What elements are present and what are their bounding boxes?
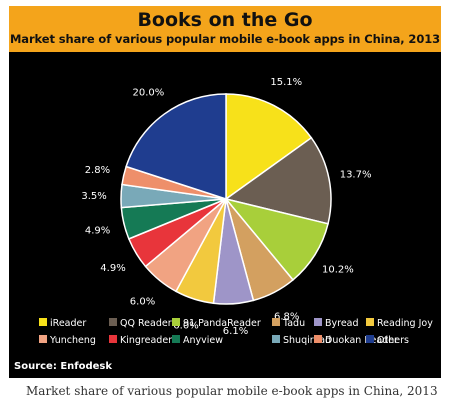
legend-item-kingreader: Kingreader	[109, 335, 172, 346]
legend-item-qq-reader: QQ Reader	[109, 318, 172, 329]
slice-label-yuncheng: 6.0%	[130, 297, 155, 308]
pie-slices	[120, 93, 332, 305]
slice-label-byread: 6.1%	[223, 326, 248, 337]
chart-header: Books on the Go Market share of various …	[9, 6, 441, 52]
pie-slice-ireader	[225, 93, 313, 201]
legend-swatch-anyview	[172, 335, 180, 343]
slice-label-anyview: 4.9%	[85, 225, 110, 236]
legend-swatch-tadu	[272, 318, 280, 326]
legend-item-tadu: Tadu	[272, 318, 305, 329]
legend-label-qq-reader: QQ Reader	[120, 318, 172, 329]
chart-figure: Books on the Go Market share of various …	[9, 6, 441, 378]
legend-item-anyview: Anyview	[172, 335, 223, 346]
legend-swatch-reading-joy	[366, 318, 374, 326]
legend-swatch-ireader	[39, 318, 47, 326]
slice-label-ireader: 15.1%	[270, 77, 302, 88]
legend-label-kingreader: Kingreader	[120, 335, 172, 346]
slice-label-reading-joy: 6.0%	[173, 320, 198, 331]
slice-label-91-pandareader: 10.2%	[322, 265, 354, 276]
legend-item-91-pandareader: 91 PandaReader	[172, 318, 261, 329]
legend-label-tadu: Tadu	[282, 318, 305, 329]
chart-title: Books on the Go	[137, 9, 313, 31]
figure-caption: Market share of various popular mobile e…	[26, 384, 438, 398]
legend-label-shuqiread: Shuqiread	[283, 335, 331, 346]
legend-item-others: Others	[366, 335, 409, 346]
legend-swatch-others	[366, 335, 374, 343]
slice-label-others: 20.0%	[133, 88, 165, 99]
legend-swatch-duokan-reader	[314, 335, 322, 343]
legend-swatch-yuncheng	[39, 335, 47, 343]
legend-label-ireader: iReader	[50, 318, 86, 329]
legend-swatch-kingreader	[109, 335, 117, 343]
slice-label-duokan-reader: 2.8%	[85, 165, 110, 176]
legend-label-duokan-reader: Duokan Reader	[325, 335, 398, 346]
legend-label-anyview: Anyview	[183, 335, 223, 346]
pie-labels: 15.1% 13.7% 10.2% 6.8% 6.1% 6.0% 6.0% 4.9% 4.9% 3…	[81, 77, 371, 337]
legend-swatch-byread	[314, 318, 322, 326]
legend-item-yuncheng: Yuncheng	[39, 335, 96, 346]
slice-label-qq-reader: 13.7%	[340, 169, 372, 180]
pie-slice-others	[125, 93, 227, 201]
source-note: Source: Enfodesk	[14, 361, 113, 372]
legend-swatch-shuqiread	[272, 335, 280, 343]
legend-item-shuqiread: Shuqiread	[272, 335, 331, 346]
pie-chart: 15.1% 13.7% 10.2% 6.8% 6.1% 6.0% 6.0% 4.9% 4.9% 3…	[39, 77, 433, 346]
legend-label-yuncheng: Yuncheng	[49, 335, 96, 346]
legend-item-byread: Byread	[314, 318, 359, 329]
slice-label-shuqiread: 3.5%	[81, 191, 106, 202]
slice-label-tadu: 6.8%	[274, 312, 299, 323]
chart-subtitle: Market share of various popular mobile e…	[9, 32, 441, 46]
pie-slice-qq-reader	[224, 136, 332, 225]
legend-label-91-pandareader: 91 PandaReader	[183, 318, 261, 329]
legend-item-ireader: iReader	[39, 318, 86, 329]
legend-label-others: Others	[377, 335, 409, 346]
legend-swatch-91-pandareader	[172, 318, 180, 326]
legend-item-duokan-reader: Duokan Reader	[314, 335, 398, 346]
legend-swatch-qq-reader	[109, 318, 117, 326]
legend-item-reading-joy: Reading Joy	[366, 318, 433, 329]
legend-label-reading-joy: Reading Joy	[377, 318, 433, 329]
slice-label-kingreader: 4.9%	[100, 263, 125, 274]
legend: iReader QQ Reader 91 PandaReader Tadu Byread…	[39, 318, 433, 346]
legend-label-byread: Byread	[325, 318, 359, 329]
